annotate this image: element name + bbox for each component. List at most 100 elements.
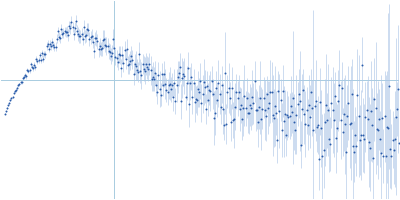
Point [259, 107, 266, 110]
Point [382, 154, 389, 158]
Point [5, 103, 11, 107]
Point [88, 34, 95, 37]
Point [76, 35, 82, 38]
Point [41, 52, 48, 56]
Point [223, 122, 230, 125]
Point [99, 47, 105, 50]
Point [169, 83, 175, 86]
Point [363, 108, 370, 112]
Point [138, 74, 145, 77]
Point [8, 96, 15, 99]
Point [74, 29, 80, 32]
Point [85, 28, 92, 31]
Point [378, 152, 384, 155]
Point [239, 117, 245, 120]
Point [374, 128, 380, 131]
Point [281, 120, 287, 123]
Point [354, 94, 361, 97]
Point [325, 109, 331, 112]
Point [316, 157, 322, 160]
Point [98, 48, 104, 51]
Point [242, 107, 249, 110]
Point [168, 88, 174, 91]
Point [192, 98, 199, 101]
Point [75, 32, 81, 36]
Point [228, 121, 234, 124]
Point [33, 57, 40, 61]
Point [346, 123, 353, 126]
Point [12, 89, 18, 93]
Point [103, 44, 110, 48]
Point [67, 26, 74, 29]
Point [34, 59, 41, 62]
Point [152, 71, 158, 75]
Point [377, 137, 383, 141]
Point [88, 36, 94, 39]
Point [199, 92, 206, 96]
Point [150, 75, 156, 79]
Point [284, 114, 290, 117]
Point [387, 147, 394, 150]
Point [258, 117, 264, 120]
Point [116, 53, 122, 56]
Point [18, 81, 25, 84]
Point [80, 37, 86, 40]
Point [82, 35, 88, 38]
Point [375, 128, 381, 131]
Point [58, 27, 64, 30]
Point [266, 102, 272, 105]
Point [110, 37, 116, 40]
Point [94, 40, 101, 43]
Point [214, 99, 220, 102]
Point [366, 141, 372, 144]
Point [344, 115, 350, 118]
Point [396, 141, 400, 144]
Point [132, 62, 138, 65]
Point [86, 38, 93, 41]
Point [17, 81, 24, 84]
Point [265, 106, 271, 109]
Point [137, 69, 144, 73]
Point [308, 91, 314, 94]
Point [251, 80, 258, 83]
Point [350, 145, 356, 148]
Point [130, 72, 137, 76]
Point [119, 54, 126, 57]
Point [226, 97, 233, 100]
Point [202, 85, 208, 88]
Point [314, 126, 320, 129]
Point [389, 138, 396, 141]
Point [318, 127, 324, 130]
Point [218, 106, 224, 109]
Point [324, 119, 330, 122]
Point [380, 154, 387, 157]
Point [326, 138, 332, 141]
Point [278, 129, 285, 132]
Point [13, 89, 19, 92]
Point [182, 95, 189, 98]
Point [340, 131, 346, 134]
Point [203, 107, 209, 111]
Point [207, 90, 214, 93]
Point [238, 104, 244, 107]
Point [270, 114, 276, 117]
Point [100, 38, 106, 41]
Point [285, 115, 292, 118]
Point [148, 77, 155, 80]
Point [50, 44, 56, 47]
Point [43, 44, 50, 48]
Point [234, 97, 241, 100]
Point [55, 30, 61, 33]
Point [78, 32, 85, 35]
Point [23, 75, 29, 78]
Point [364, 117, 371, 120]
Point [334, 126, 340, 129]
Point [155, 74, 162, 77]
Point [173, 84, 180, 87]
Point [140, 62, 146, 66]
Point [290, 96, 296, 99]
Point [358, 133, 364, 137]
Point [83, 34, 89, 37]
Point [280, 90, 286, 93]
Point [151, 77, 157, 80]
